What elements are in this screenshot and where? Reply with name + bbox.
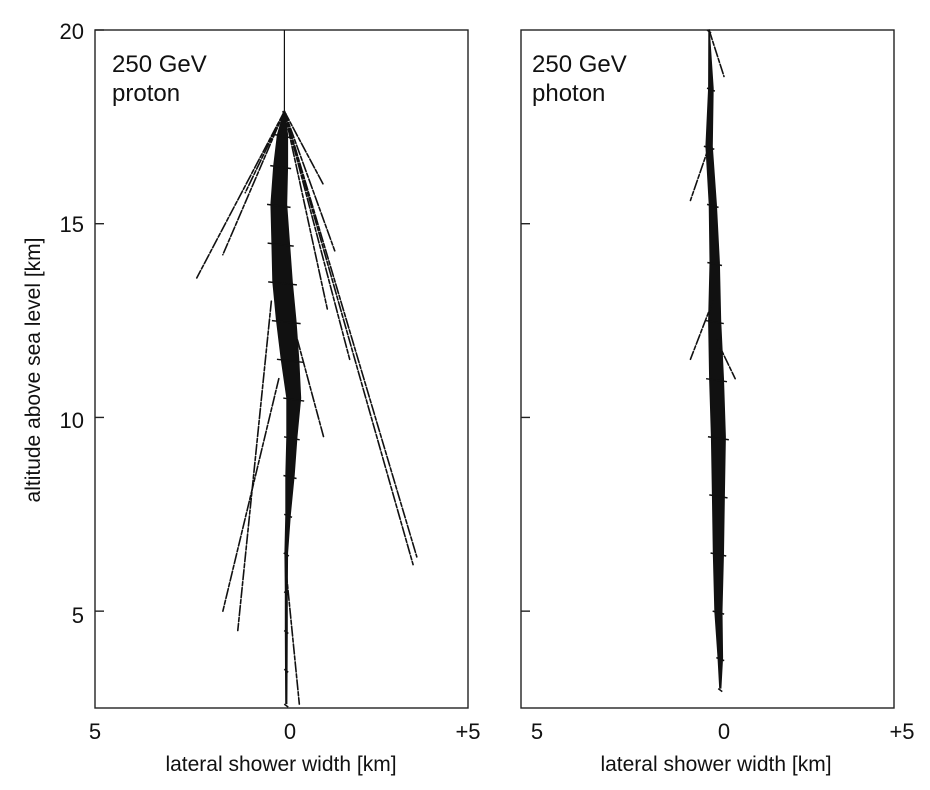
proton-core-point-16 [283, 703, 289, 708]
proton-secondary-track-0 [195, 110, 286, 279]
proton-shower-panel: 250 GeV proton 20 15 10 5 5 0 +5 lateral… [22, 19, 481, 776]
proton-secondary-track-8 [283, 110, 329, 310]
proton-secondary-track-9 [236, 300, 273, 632]
photon-core-point-11 [716, 656, 725, 662]
proton-plot-frame [94, 29, 469, 709]
proton-secondary-track-11 [296, 339, 325, 438]
photon-secondary-track-3 [715, 339, 736, 380]
y-axis-label: altitude above sea level [km] [22, 238, 45, 503]
proton-core-point-3 [266, 203, 291, 209]
proton-core-point-1 [274, 133, 291, 139]
photon-core-point-4 [707, 261, 723, 267]
photon-shower-panel: 250 GeV photon 5 0 +5 lateral shower wid… [520, 29, 915, 776]
photon-shower-core [705, 30, 726, 689]
photon-secondary-track-0 [708, 29, 725, 78]
photon-shower-marks [689, 29, 736, 693]
photon-secondary-track-2 [689, 300, 714, 361]
proton-core-point-6 [271, 319, 301, 325]
proton-secondary-track-7 [283, 110, 351, 361]
proton-secondary-track-5 [283, 110, 336, 252]
proton-x-axis-label: lateral shower width [km] [165, 753, 396, 776]
photon-x-axis-label: lateral shower width [km] [600, 753, 831, 776]
proton-secondary-track-1 [222, 110, 286, 256]
photon-y-ticks [521, 223, 530, 612]
proton-core-point-15 [283, 668, 289, 673]
photon-label-energy: 250 GeV [532, 51, 627, 78]
proton-core-point-5 [268, 281, 297, 286]
proton-core-point-14 [283, 629, 289, 635]
photon-core-point-1 [706, 87, 716, 92]
proton-core-point-2 [270, 164, 292, 170]
proton-y-ticks [95, 29, 104, 612]
proton-core-point-12 [283, 552, 290, 557]
proton-x-tick-label-left: 5 [89, 719, 101, 744]
proton-secondary-track-2 [244, 110, 286, 194]
photon-x-tick-label-center: 0 [718, 719, 730, 744]
photon-core-point-3 [706, 203, 719, 209]
proton-secondary-track-12 [285, 571, 301, 705]
proton-y-tick-label-20: 20 [60, 19, 84, 44]
proton-secondary-track-10 [222, 377, 280, 612]
proton-y-tick-label-10: 10 [60, 408, 84, 433]
proton-secondary-track-6 [283, 110, 325, 186]
proton-x-tick-label-center: 0 [284, 719, 296, 744]
proton-core-point-11 [283, 513, 293, 518]
photon-core-point-6 [705, 377, 728, 383]
proton-y-tick-label-15: 15 [60, 212, 84, 237]
photon-core-point-10 [712, 610, 725, 615]
proton-secondary-track-3 [283, 110, 418, 558]
proton-label-particle: proton [112, 80, 180, 107]
photon-core-point-8 [709, 494, 728, 499]
photon-label-particle: photon [532, 80, 605, 107]
proton-shower-core [270, 111, 302, 705]
proton-core-point-10 [283, 474, 297, 480]
proton-secondary-track-4 [283, 110, 414, 566]
proton-x-tick-label-right: +5 [455, 719, 480, 744]
proton-core-point-8 [283, 397, 305, 402]
photon-x-tick-label-right: +5 [889, 719, 914, 744]
photon-core-point-9 [710, 552, 727, 557]
proton-core-point-7 [276, 358, 304, 364]
photon-secondary-track-1 [689, 145, 710, 202]
photon-core-point-5 [705, 319, 724, 325]
photon-core-point-12 [717, 688, 723, 693]
proton-core-point-4 [267, 242, 294, 247]
proton-core-point-9 [283, 436, 300, 441]
proton-shower-marks [195, 30, 418, 708]
photon-x-tick-label-left: 5 [531, 719, 543, 744]
photon-core-point-7 [707, 436, 729, 441]
proton-y-tick-label-5: 5 [72, 603, 84, 628]
proton-label-energy: 250 GeV [112, 51, 207, 78]
